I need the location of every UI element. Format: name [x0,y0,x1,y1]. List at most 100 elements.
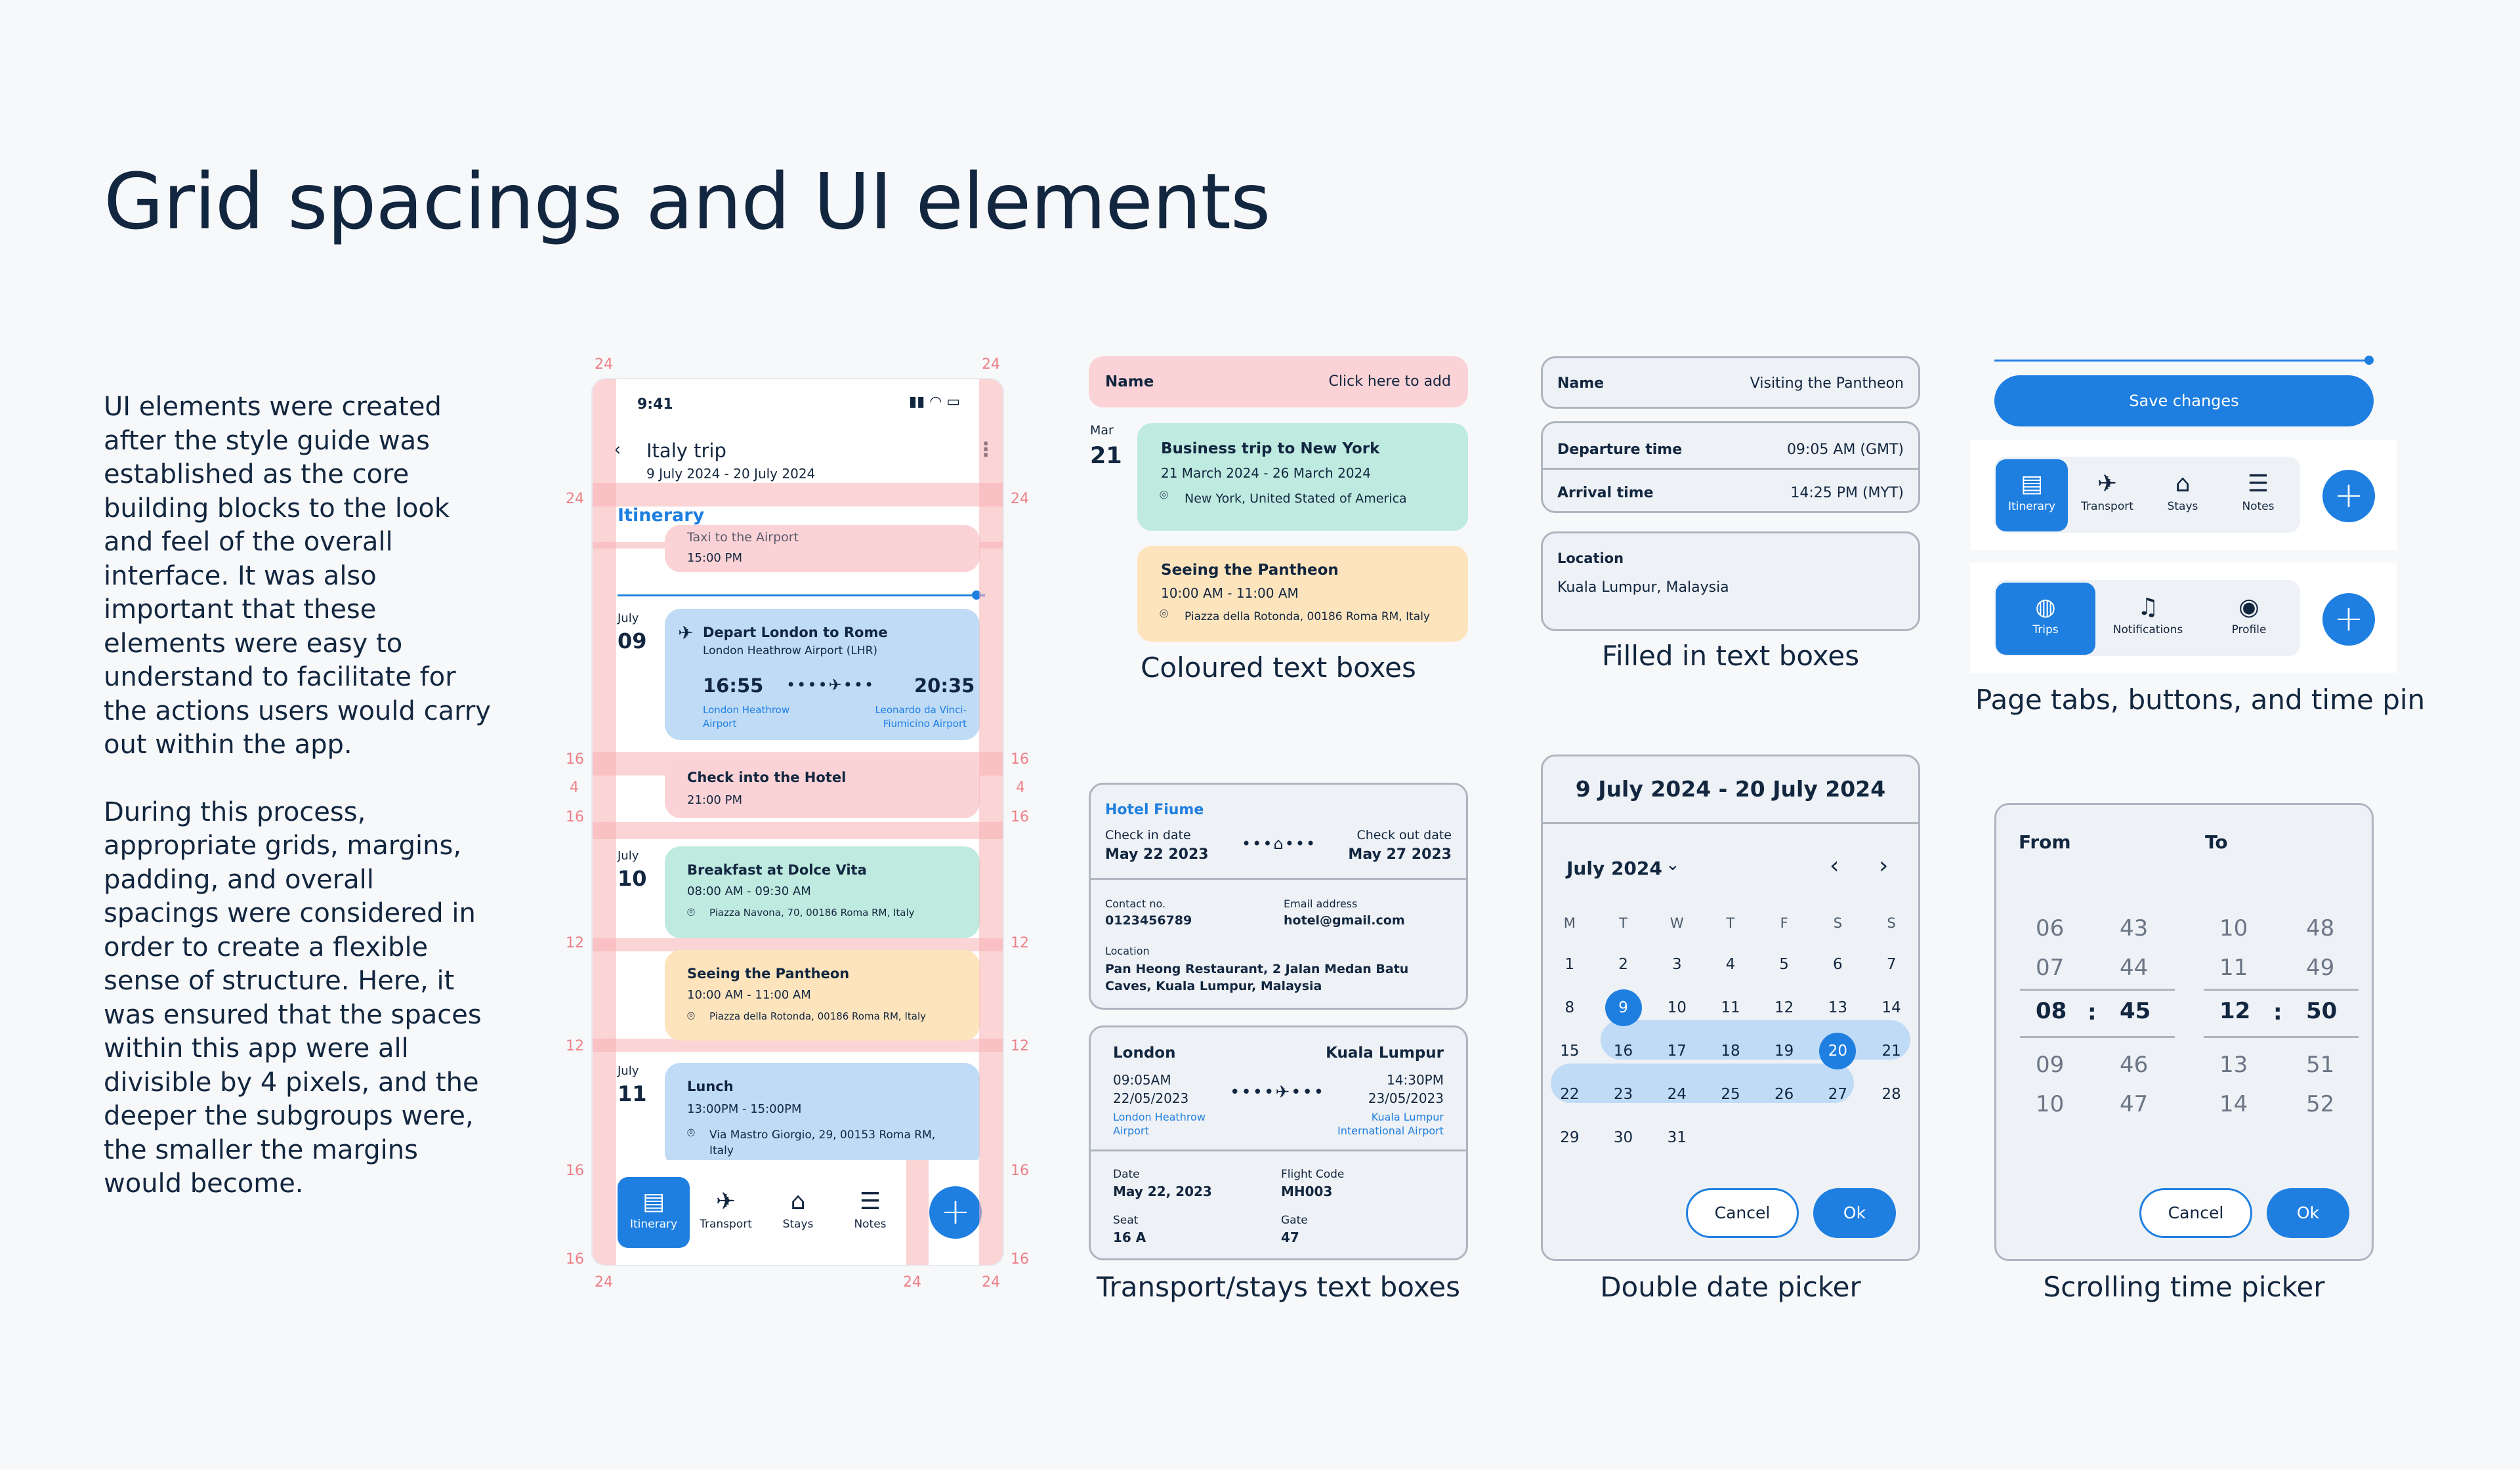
selected-day[interactable]: 9 [1605,989,1642,1026]
calendar-day[interactable]: 15 [1560,1043,1580,1060]
calendar-day [1811,1116,1864,1159]
event-card-hotel-checkin[interactable]: Check into the Hotel 21:00 PM [665,755,980,818]
calendar-day[interactable]: 18 [1721,1043,1740,1060]
calendar-day[interactable]: 3 [1671,956,1682,973]
calendar-day[interactable]: 25 [1721,1086,1740,1103]
calendar-day[interactable]: 12 [1774,999,1794,1016]
time-option[interactable]: 14 [2219,1091,2248,1117]
intro-paragraph-1: UI elements were created after the style… [104,392,491,760]
calendar-day[interactable]: 21 [1881,1043,1901,1060]
cancel-button[interactable]: Cancel [2139,1188,2252,1238]
add-button[interactable]: + [2322,470,2375,522]
signal-wifi-battery-icon: ▮▮ ◠ ▭ [909,394,961,410]
calendar-day[interactable]: 14 [1881,999,1901,1016]
coloured-box-business-trip[interactable]: Business trip to New York 21 March 2024 … [1137,423,1468,531]
calendar-day[interactable]: 24 [1667,1086,1687,1103]
stays-card[interactable]: Hotel Fiume Check in date May 22 2023 ••… [1089,783,1468,1010]
time-option[interactable]: 08 [2036,998,2067,1024]
tab-notes[interactable]: ☰ Notes [2222,459,2294,531]
ok-button[interactable]: Ok [2267,1188,2349,1238]
time-option[interactable]: 07 [2036,955,2065,981]
cancel-button[interactable]: Cancel [1686,1188,1799,1238]
add-button[interactable]: + [929,1186,982,1239]
calendar-day[interactable]: 11 [1721,999,1740,1016]
back-icon[interactable]: ‹ [614,438,621,460]
calendar-day[interactable]: 8 [1564,999,1575,1016]
calendar-day[interactable]: 7 [1886,956,1897,973]
time-option[interactable]: 10 [2219,915,2248,941]
calendar-day[interactable]: 30 [1613,1129,1633,1146]
time-option[interactable]: 09 [2036,1052,2065,1078]
calendar-day[interactable]: 20 [1811,1029,1864,1073]
calendar-day[interactable]: 1 [1564,956,1575,973]
time-option[interactable]: 11 [2219,955,2248,981]
time-option[interactable]: 44 [2120,955,2149,981]
tab-itinerary[interactable]: ▤ Itinerary [618,1177,690,1248]
tab-transport[interactable]: ✈ Transport [690,1177,762,1248]
time-option[interactable]: 52 [2306,1091,2335,1117]
location-field-filled[interactable]: Location Kuala Lumpur, Malaysia [1541,531,1920,631]
time-option[interactable]: 06 [2036,915,2065,941]
name-field-empty[interactable]: Name Click here to add [1089,356,1468,407]
calendar-day[interactable]: 13 [1828,999,1847,1016]
calendar-day[interactable]: 17 [1667,1043,1687,1060]
calendar-day[interactable]: 9 [1597,986,1650,1029]
tab-itinerary[interactable]: ▤ Itinerary [1996,459,2068,531]
calendar-day[interactable]: 31 [1667,1129,1687,1146]
tab-stays[interactable]: ⌂ Stays [762,1177,834,1248]
time-option[interactable]: 43 [2120,915,2149,941]
profile-icon: ◉ [2238,594,2259,621]
time-option[interactable]: 49 [2306,955,2335,981]
calendar-day[interactable]: 26 [1774,1086,1794,1103]
range-highlight [1551,1064,1854,1103]
transport-card[interactable]: London Kuala Lumpur 09:05AM 14:30PM 22/0… [1089,1025,1468,1260]
section-tab-itinerary[interactable]: Itinerary [618,505,705,526]
save-changes-button[interactable]: Save changes [1994,375,2374,426]
tab-stays[interactable]: ⌂ Stays [2147,459,2219,531]
calendar-day[interactable]: 10 [1667,999,1687,1016]
event-card-lunch[interactable]: Lunch 13:00PM - 15:00PM ⌾ Via Mastro Gio… [665,1063,980,1168]
event-card-pantheon[interactable]: Seeing the Pantheon 10:00 AM - 11:00 AM … [665,950,980,1041]
calendar-day[interactable]: 23 [1613,1086,1633,1103]
selected-day[interactable]: 20 [1819,1033,1857,1069]
event-card-taxi[interactable]: Taxi to the Airport 15:00 PM [665,525,980,572]
time-fields-filled[interactable]: Departure time 09:05 AM (GMT) Arrival ti… [1541,421,1920,513]
time-option[interactable]: 10 [2036,1091,2065,1117]
calendar-day[interactable]: 19 [1774,1043,1794,1060]
prev-month-icon[interactable]: ‹ [1830,852,1839,879]
time-option[interactable]: 48 [2306,915,2335,941]
time-option[interactable]: 13 [2219,1052,2248,1078]
next-month-icon[interactable]: › [1879,852,1889,879]
time-option[interactable]: 46 [2120,1052,2149,1078]
tab-trips[interactable]: ◍ Trips [1996,583,2095,655]
intro-paragraph-2: During this process, appropriate grids, … [104,797,482,1199]
event-card-breakfast[interactable]: Breakfast at Dolce Vita 08:00 AM - 09:30… [665,846,980,938]
time-option[interactable]: 50 [2306,998,2338,1024]
tab-notes[interactable]: ☰ Notes [834,1177,906,1248]
month-selector[interactable]: July 2024 [1566,858,1662,879]
time-option[interactable]: 45 [2120,998,2151,1024]
day-month: July [618,611,639,625]
coloured-box-pantheon[interactable]: Seeing the Pantheon 10:00 AM - 11:00 AM … [1137,546,1468,642]
calendar-day[interactable]: 4 [1725,956,1736,973]
calendar-day[interactable]: 27 [1828,1086,1847,1103]
name-field-filled[interactable]: Name Visiting the Pantheon [1541,356,1920,409]
calendar-day[interactable]: 28 [1881,1086,1901,1103]
calendar-day[interactable]: 16 [1613,1043,1633,1060]
time-option[interactable]: 12 [2219,998,2251,1024]
calendar-day[interactable]: 22 [1560,1086,1580,1103]
calendar-day[interactable]: 5 [1779,956,1789,973]
event-card-flight[interactable]: ✈ Depart London to Rome London Heathrow … [665,609,980,740]
tab-notifications[interactable]: ♫ Notifications [2098,583,2198,655]
chevron-down-icon[interactable]: ⌄ [1666,855,1680,875]
calendar-day[interactable]: 6 [1833,956,1843,973]
caption-transport: Transport/stays text boxes [1097,1271,1460,1303]
time-option[interactable]: 47 [2120,1091,2149,1117]
time-option[interactable]: 51 [2306,1052,2335,1078]
ok-button[interactable]: Ok [1813,1188,1896,1238]
tab-transport[interactable]: ✈ Transport [2071,459,2143,531]
calendar-day[interactable]: 29 [1560,1129,1580,1146]
tab-profile[interactable]: ◉ Profile [2199,583,2299,655]
add-button[interactable]: + [2322,593,2375,646]
calendar-day[interactable]: 2 [1618,956,1628,973]
